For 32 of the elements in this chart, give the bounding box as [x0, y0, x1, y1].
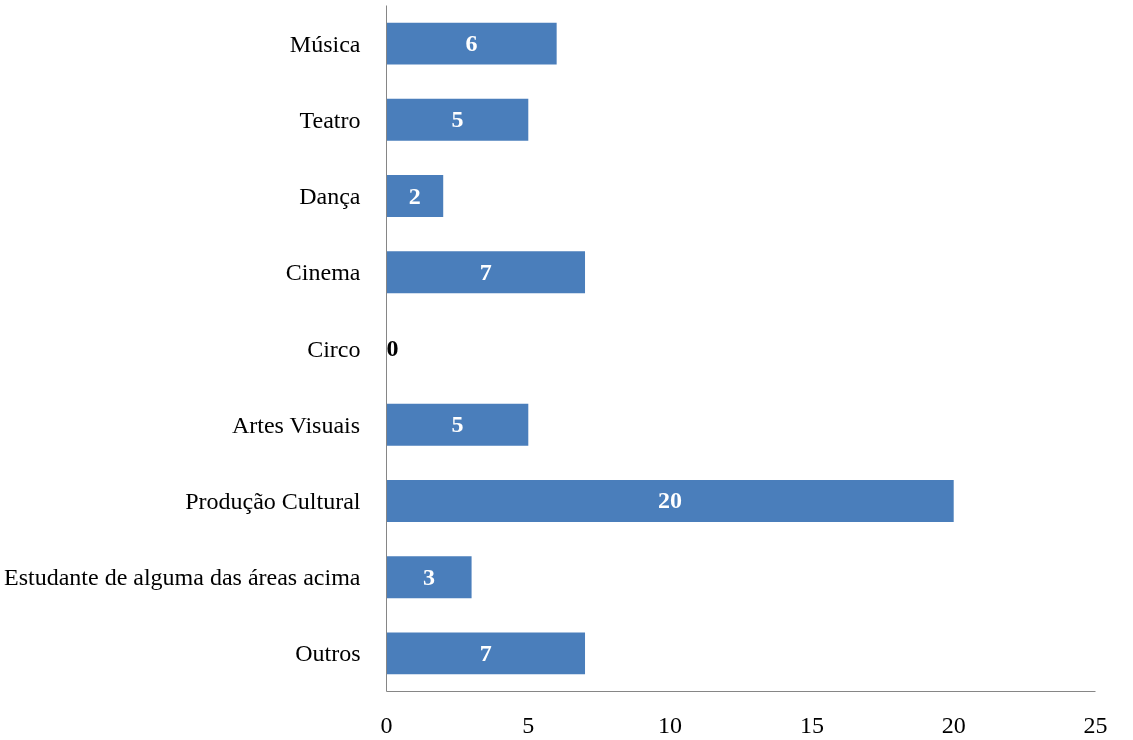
- y-tick-label: Circo: [307, 335, 361, 362]
- data-label: 3: [423, 563, 436, 590]
- data-label: 6: [465, 30, 478, 57]
- y-tick-label: Produção Cultural: [185, 487, 361, 514]
- x-tick-label: 0: [380, 711, 393, 738]
- y-tick-label: Outros: [295, 640, 361, 667]
- bar: [386, 175, 444, 218]
- data-label: 5: [451, 411, 464, 438]
- bar: [386, 632, 586, 675]
- x-tick-label: 15: [799, 711, 824, 738]
- bar: [386, 251, 586, 294]
- y-tick-label: Estudante de alguma das áreas acima: [3, 564, 361, 591]
- y-tick-label: Artes Visuais: [231, 411, 361, 438]
- y-tick-label: Teatro: [299, 106, 361, 133]
- x-tick-label: 10: [658, 711, 683, 738]
- y-tick-label: Cinema: [285, 259, 361, 286]
- bar: [386, 403, 529, 446]
- data-label: 7: [479, 639, 492, 666]
- y-tick-label: Dança: [299, 183, 361, 210]
- x-tick-label: 20: [941, 711, 966, 738]
- bar: [386, 556, 472, 599]
- y-tick-label: Música: [289, 30, 361, 57]
- bar: [386, 98, 529, 141]
- data-label: 7: [479, 258, 492, 285]
- data-label: 0: [386, 335, 399, 361]
- bar: [386, 22, 557, 65]
- x-tick-label: 25: [1083, 711, 1108, 738]
- data-label: 5: [451, 106, 464, 133]
- bar: [386, 479, 954, 522]
- x-tick-label: 5: [522, 711, 535, 738]
- data-label: 2: [408, 182, 421, 209]
- data-label: 20: [658, 487, 683, 514]
